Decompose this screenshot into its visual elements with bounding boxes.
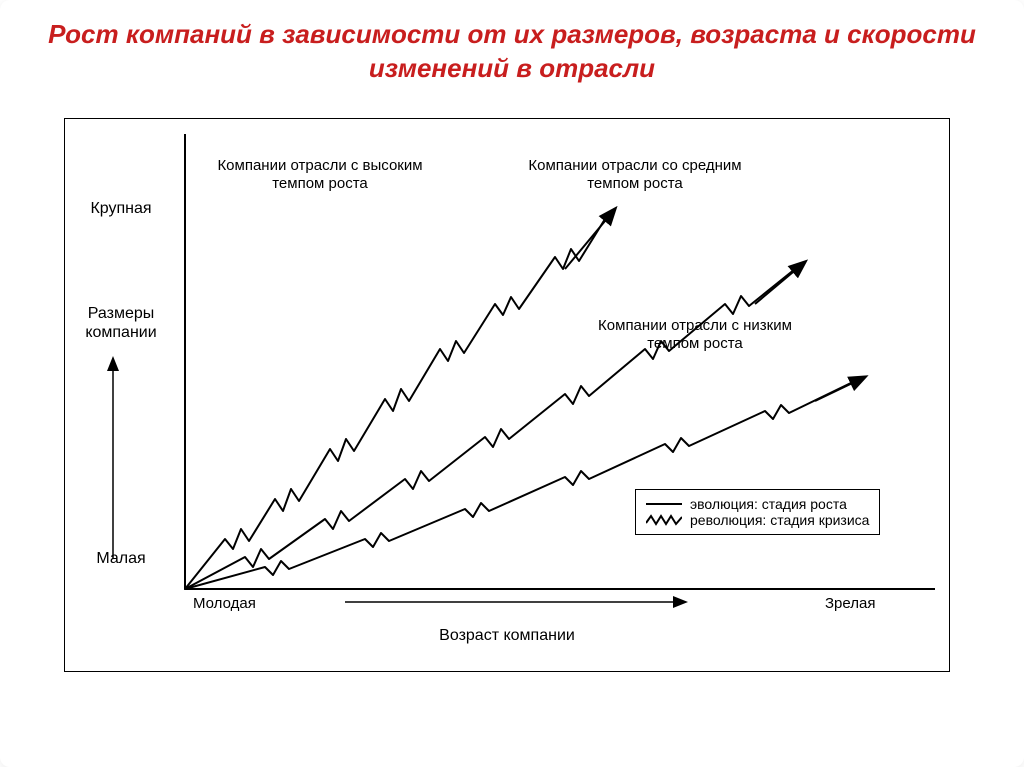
curve-label-high-l1: Компании отрасли с высоким xyxy=(217,157,422,174)
legend-icon-zigzag xyxy=(646,513,682,527)
curve-label-low: Компании отрасли с низким темпом роста xyxy=(575,317,815,353)
curve-label-med-l2: темпом роста xyxy=(587,175,683,192)
legend: эволюция: стадия роста революция: стадия… xyxy=(635,489,880,535)
x-tick-mature: Зрелая xyxy=(825,595,875,612)
x-axis-label: Возраст компании xyxy=(65,627,949,645)
legend-row-evolution: эволюция: стадия роста xyxy=(646,496,869,512)
y-tick-large: Крупная xyxy=(71,199,171,218)
legend-icon-line xyxy=(646,497,682,511)
curve-label-low-l2: темпом роста xyxy=(647,335,743,352)
curve-label-med: Компании отрасли со средним темпом роста xyxy=(515,157,755,193)
slide-title: Рост компаний в зависимости от их размер… xyxy=(0,0,1024,86)
curve-label-high: Компании отрасли с высоким темпом роста xyxy=(200,157,440,193)
chart-frame: Крупная Размеры компании Малая Молодая З… xyxy=(64,118,950,672)
chart-svg xyxy=(65,119,949,671)
y-tick-small: Малая xyxy=(71,549,171,568)
curve-label-med-l1: Компании отрасли со средним xyxy=(528,157,741,174)
slide: Рост компаний в зависимости от их размер… xyxy=(0,0,1024,767)
curve-label-low-l1: Компании отрасли с низким xyxy=(598,317,792,334)
curve-label-high-l2: темпом роста xyxy=(272,175,368,192)
y-axis-label: Размеры компании xyxy=(71,304,171,342)
legend-label-revolution: революция: стадия кризиса xyxy=(690,512,869,528)
x-tick-young: Молодая xyxy=(193,595,256,612)
legend-label-evolution: эволюция: стадия роста xyxy=(690,496,847,512)
legend-row-revolution: революция: стадия кризиса xyxy=(646,512,869,528)
